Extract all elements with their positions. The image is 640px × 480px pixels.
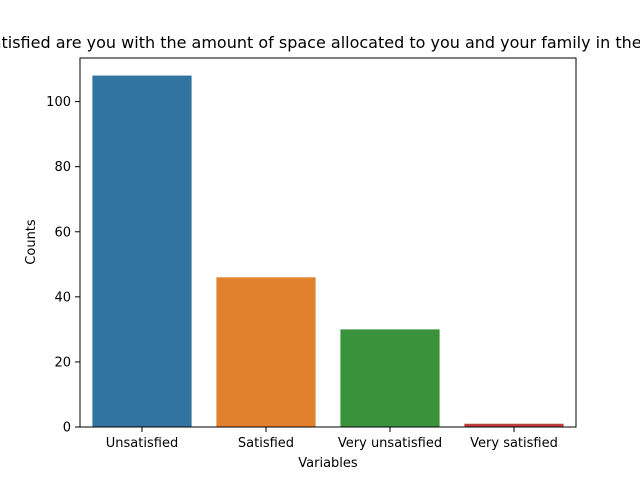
y-axis-label: Counts bbox=[24, 219, 39, 265]
x-axis-ticks: Unsatisfied Satisfied Very unsatisfied Very… bbox=[106, 427, 558, 451]
y-tick-label: 20 bbox=[54, 355, 71, 370]
y-axis-ticks: 0 20 40 60 80 100 bbox=[46, 95, 80, 436]
x-tick-label: Very unsatisfied bbox=[338, 436, 442, 451]
x-tick-label: Unsatisfied bbox=[106, 436, 178, 451]
chart-title: How satisfied are you with the amount of… bbox=[0, 33, 640, 52]
y-tick-label: 80 bbox=[54, 160, 71, 175]
x-axis-label: Variables bbox=[298, 456, 358, 471]
y-tick-label: 0 bbox=[63, 421, 71, 436]
bar-unsatisfied bbox=[92, 75, 192, 428]
x-tick-label: Very satisfied bbox=[470, 436, 558, 451]
y-tick-label: 60 bbox=[54, 225, 71, 240]
x-tick-label: Satisfied bbox=[238, 436, 294, 451]
y-tick-label: 40 bbox=[54, 290, 71, 305]
bar-satisfied bbox=[216, 277, 316, 427]
axes-frame bbox=[79, 57, 577, 428]
bar-very-satisfied bbox=[464, 423, 564, 427]
y-tick-label: 100 bbox=[46, 95, 71, 110]
bar-very-unsatisfied bbox=[340, 329, 440, 427]
bars-group bbox=[92, 75, 564, 428]
